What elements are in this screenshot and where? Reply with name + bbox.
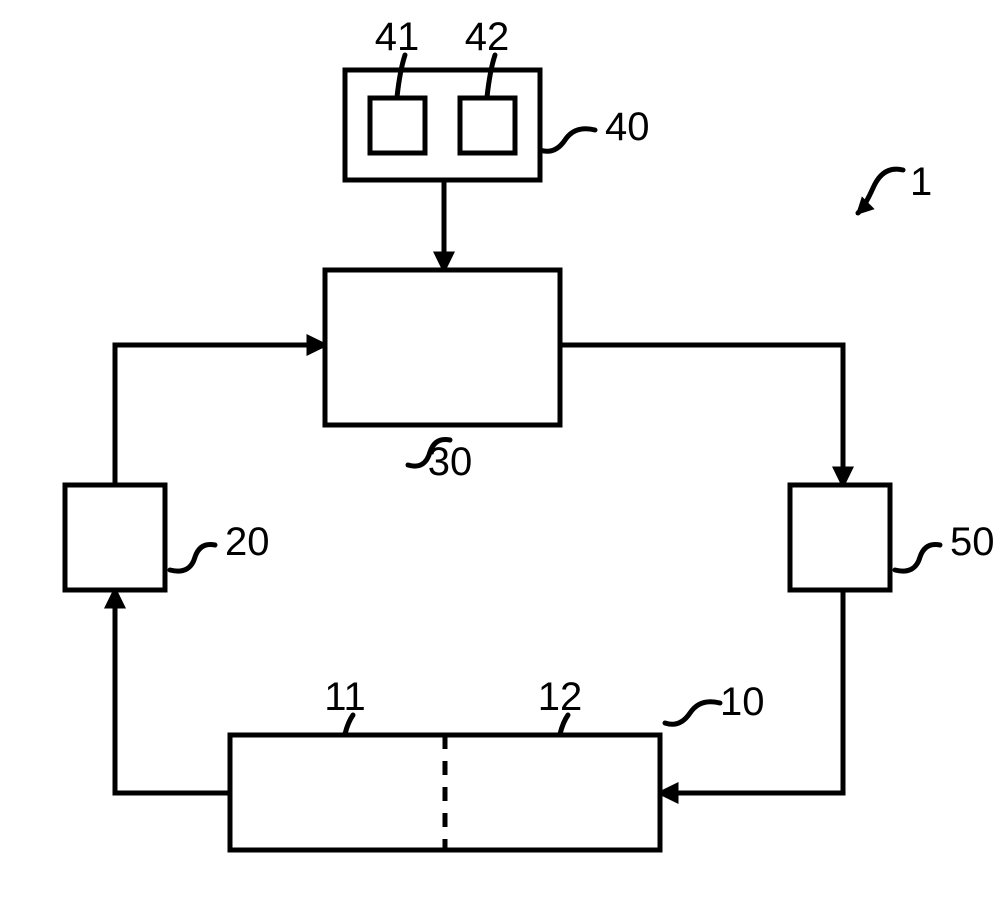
- label-50: 50: [950, 520, 995, 564]
- block-50: [790, 485, 890, 590]
- block-41: [370, 98, 425, 153]
- edge-20-to-30: [115, 345, 325, 485]
- leader-10: [665, 702, 720, 725]
- block-42: [460, 98, 515, 153]
- label-12: 12: [538, 675, 583, 719]
- label-11: 11: [324, 675, 366, 719]
- label-20: 20: [225, 520, 270, 564]
- block-30: [325, 270, 560, 425]
- label-1: 1: [910, 160, 932, 204]
- label-10: 10: [720, 680, 765, 724]
- label-41: 41: [375, 15, 420, 59]
- label-30: 30: [428, 440, 473, 484]
- label-40: 40: [605, 105, 650, 149]
- leader-50: [895, 545, 940, 572]
- edge-30-to-50: [560, 345, 843, 485]
- edge-10-to-20: [115, 590, 230, 793]
- leader-1: [858, 169, 903, 213]
- leader-20: [170, 545, 215, 572]
- diagram-canvas: 41 42 40 30 20 50 11 12 10 1: [0, 0, 1000, 898]
- leader-40: [540, 129, 595, 152]
- label-42: 42: [465, 15, 510, 59]
- block-20: [65, 485, 165, 590]
